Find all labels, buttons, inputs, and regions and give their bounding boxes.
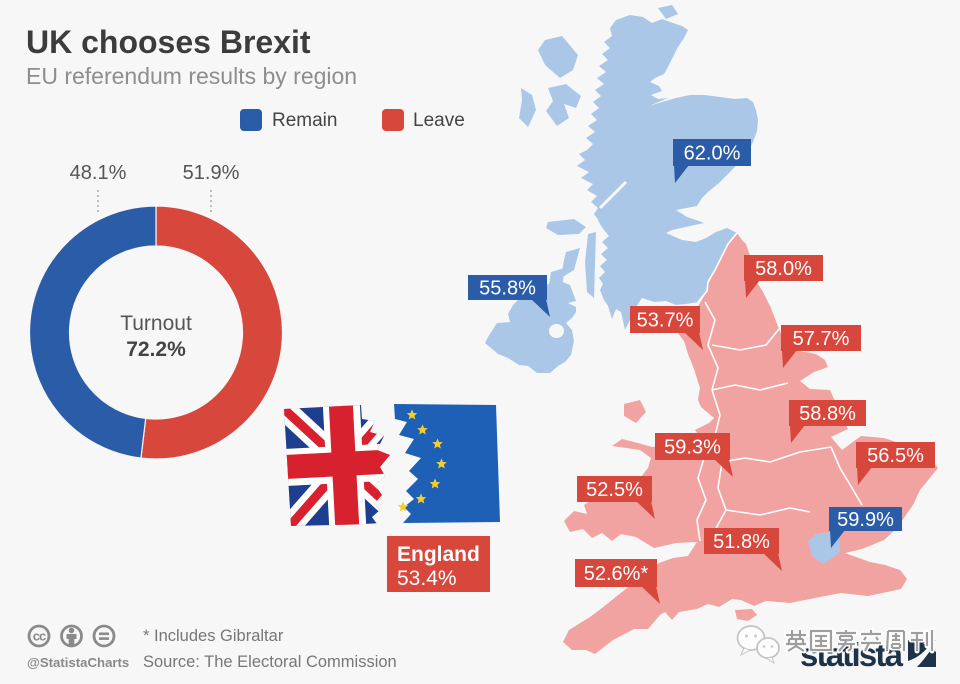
svg-text:England: England [397,543,480,566]
svg-text:EU referendum results by regio: EU referendum results by region [26,63,357,89]
svg-text:59.3%: 59.3% [664,437,721,459]
svg-text:55.8%: 55.8% [479,278,536,300]
svg-text:Leave: Leave [413,110,465,131]
svg-text:58.0%: 58.0% [755,258,812,280]
svg-text:62.0%: 62.0% [684,143,741,165]
svg-text:56.5%: 56.5% [867,445,924,467]
svg-text:58.8%: 58.8% [799,403,856,425]
svg-text:72.2%: 72.2% [126,338,186,361]
svg-text:52.6%*: 52.6%* [584,563,649,585]
svg-text:59.9%: 59.9% [837,509,894,531]
svg-text:UK chooses Brexit: UK chooses Brexit [26,24,311,60]
svg-text:53.4%: 53.4% [397,567,457,590]
svg-text:* Includes Gibraltar: * Includes Gibraltar [143,627,284,645]
svg-text:51.9%: 51.9% [183,162,240,184]
svg-text:48.1%: 48.1% [70,162,127,184]
svg-text:cc: cc [33,629,46,644]
svg-text:Turnout: Turnout [120,312,192,335]
svg-text:52.5%: 52.5% [586,479,643,501]
svg-text:57.7%: 57.7% [793,328,850,350]
svg-text:Source: The Electoral Commissi: Source: The Electoral Commission [143,653,397,671]
svg-text:Remain: Remain [272,110,337,131]
svg-text:@StatistaCharts: @StatistaCharts [27,655,129,670]
svg-text:51.8%: 51.8% [713,531,770,553]
svg-text:53.7%: 53.7% [637,310,694,332]
